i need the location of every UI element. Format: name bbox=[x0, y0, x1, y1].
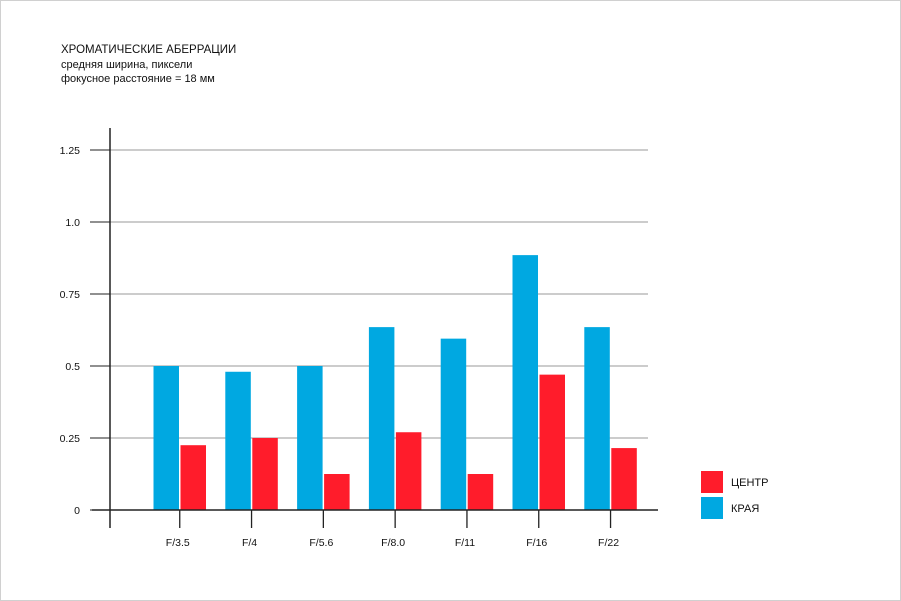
chart-subtitle: средняя ширина, пиксели bbox=[61, 58, 193, 71]
bar-edges bbox=[225, 371, 251, 510]
bar-center bbox=[467, 474, 494, 510]
bar-edges bbox=[368, 327, 395, 510]
chart-titles: ХРОМАТИЧЕСКИЕ АБЕРРАЦИИ средняя ширина, … bbox=[61, 43, 236, 87]
bar-edges bbox=[297, 366, 323, 510]
x-tick-label: F/4 bbox=[242, 537, 257, 549]
chart-subtitle-focal: фокусное расстояние = 18 мм bbox=[61, 73, 215, 85]
y-tick-labels: 0 0.25 0.5 0.75 1.0 1.25 bbox=[60, 145, 81, 517]
legend-label: КРАЯ bbox=[731, 503, 759, 515]
y-tick-label: 1.25 bbox=[60, 145, 81, 157]
y-tick-label: 0.25 bbox=[60, 433, 81, 445]
bar-center bbox=[611, 448, 637, 510]
legend-label: ЦЕНТР bbox=[731, 477, 768, 489]
axes bbox=[90, 128, 658, 528]
x-tick-labels: F/3.5 F/4 F/5.6 F/8.0 F/11 F/16 F/22 bbox=[166, 537, 619, 549]
chart-title: ХРОМАТИЧЕСКИЕ АБЕРРАЦИИ bbox=[61, 44, 237, 56]
bar-center bbox=[180, 445, 206, 510]
y-tick-label: 1.0 bbox=[65, 217, 80, 229]
legend: ЦЕНТР КРАЯ bbox=[701, 471, 768, 519]
bar-center bbox=[539, 374, 565, 510]
y-tick-label: 0.5 bbox=[65, 361, 80, 373]
bar-edges bbox=[512, 255, 538, 510]
x-tick-label: F/11 bbox=[455, 537, 475, 549]
legend-swatch bbox=[701, 471, 723, 493]
bar-edges bbox=[584, 327, 610, 510]
x-tick-label: F/16 bbox=[526, 537, 547, 549]
x-tick-label: F/5.6 bbox=[309, 537, 333, 549]
x-tick-label: F/8.0 bbox=[381, 537, 405, 549]
y-tick-label: 0 bbox=[74, 505, 80, 517]
y-tick-label: 0.75 bbox=[60, 289, 81, 301]
bars bbox=[153, 255, 637, 510]
x-tick-label: F/22 bbox=[598, 537, 619, 549]
bar-edges bbox=[153, 366, 179, 510]
bar-center bbox=[395, 432, 422, 510]
x-tick-label: F/3.5 bbox=[166, 537, 190, 549]
bar-center bbox=[252, 438, 278, 510]
bar-center bbox=[324, 474, 350, 510]
legend-swatch bbox=[701, 497, 723, 519]
bar-edges bbox=[440, 338, 467, 510]
